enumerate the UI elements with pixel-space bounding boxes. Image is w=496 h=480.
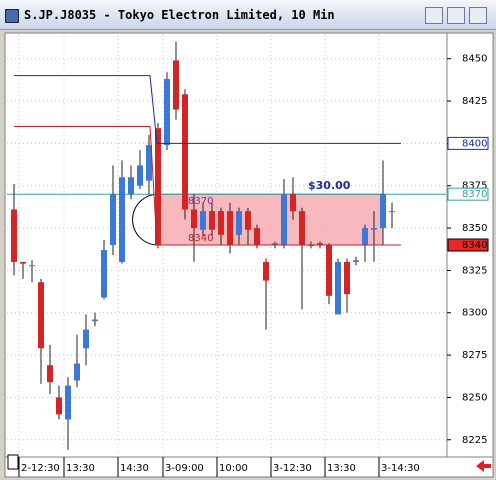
candle-body	[218, 211, 224, 235]
upper-line	[14, 75, 401, 144]
price-tag-label: 8340	[462, 240, 487, 251]
candle-body	[371, 228, 377, 230]
price-tag	[447, 238, 489, 252]
y-tick-label: 8225	[462, 435, 487, 446]
time-axis	[4, 456, 494, 478]
candle-body	[137, 165, 143, 186]
y-tick-label: 8425	[462, 96, 487, 107]
candle-body	[110, 194, 116, 245]
range-top-label: 8370	[188, 196, 213, 207]
price-tag	[447, 136, 489, 150]
scroll-arrow[interactable]	[476, 460, 491, 472]
candle-body	[182, 94, 188, 210]
candle-body	[263, 261, 269, 281]
x-tick-label: 3-09:00	[165, 463, 204, 474]
candle-body	[164, 79, 170, 146]
candle-body	[362, 228, 368, 245]
candle-body	[29, 265, 35, 267]
candle-body	[245, 211, 251, 230]
candle-body	[65, 385, 71, 420]
candle-body	[326, 245, 332, 296]
candle-body	[173, 60, 179, 110]
candle-body	[92, 319, 98, 322]
price-tag-label: 8370	[462, 189, 487, 200]
candle-body	[344, 261, 350, 295]
candle-body	[146, 145, 152, 181]
candle-body	[74, 363, 80, 381]
candle-body	[272, 243, 278, 245]
range-bottom-label: 8340	[188, 233, 213, 244]
candle-body	[83, 329, 89, 349]
price-tag	[447, 187, 489, 201]
candle-body	[290, 194, 296, 212]
x-tick-label: 3-14:30	[381, 463, 420, 474]
close-button[interactable]	[469, 7, 487, 24]
candle-body	[20, 261, 26, 264]
candle-body	[353, 260, 359, 262]
minimize-button[interactable]	[425, 7, 443, 24]
candle-body	[38, 282, 44, 349]
spread-label: $30.00	[308, 179, 351, 192]
x-tick-label: 10:00	[219, 463, 248, 474]
candle-body	[11, 209, 17, 262]
x-tick-label: 13:30	[327, 463, 356, 474]
y-tick-label: 8450	[462, 54, 487, 65]
chart: 8225 8250 8275 8300 8325 8350 8375 8400 8425 8450…	[4, 32, 494, 478]
candle-body	[335, 261, 341, 315]
y-tick-label: 8325	[462, 265, 487, 276]
x-tick-label: 13:30	[66, 463, 95, 474]
candle-body	[101, 250, 107, 298]
candle-body	[128, 177, 134, 195]
candle-body	[200, 211, 206, 230]
scroll-box[interactable]	[7, 454, 19, 470]
y-tick-label: 8275	[462, 350, 487, 361]
candle-body	[299, 211, 305, 245]
lower-line	[14, 125, 401, 246]
y-tick-label: 8250	[462, 392, 487, 403]
x-tick-label: 14:30	[120, 463, 149, 474]
candle-body	[380, 194, 386, 229]
candle-body	[254, 228, 260, 245]
price-tag-label: 8400	[462, 138, 487, 149]
y-tick-label: 8300	[462, 308, 487, 319]
maximize-button[interactable]	[447, 7, 465, 24]
title-bar: S.JP.J8035 - Tokyo Electron Limited, 10 …	[0, 0, 496, 30]
y-tick-label: 8350	[462, 223, 487, 234]
candle-body	[227, 211, 233, 245]
app-icon	[5, 9, 19, 23]
candle-body	[209, 211, 215, 230]
candle-body	[191, 209, 197, 229]
x-tick-label: 2-12:30	[21, 463, 60, 474]
candle-body	[389, 211, 395, 213]
candle-body	[155, 128, 161, 245]
candle-body	[56, 397, 62, 415]
window-title: S.JP.J8035 - Tokyo Electron Limited, 10 …	[24, 8, 335, 22]
range-arc	[132, 193, 159, 246]
candle-body	[281, 194, 287, 245]
candle-body	[119, 177, 125, 262]
candle-body	[236, 211, 242, 235]
y-tick-label: 8375	[462, 181, 487, 192]
candle-body	[47, 365, 53, 383]
x-tick-label: 3-12:30	[273, 463, 312, 474]
candle-body	[317, 243, 323, 245]
